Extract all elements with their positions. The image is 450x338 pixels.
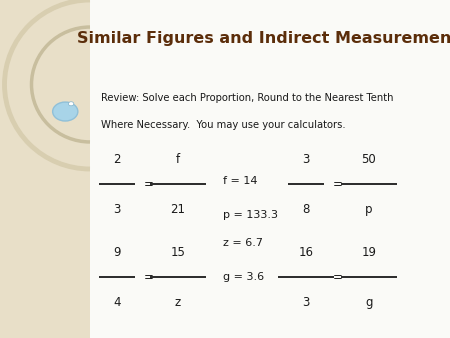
Text: 19: 19	[361, 246, 377, 259]
Circle shape	[68, 102, 74, 106]
Text: =: =	[333, 271, 342, 284]
Text: 9: 9	[113, 246, 121, 259]
Text: =: =	[144, 178, 153, 191]
Text: Similar Figures and Indirect Measurement: Similar Figures and Indirect Measurement	[76, 31, 450, 46]
Text: f: f	[176, 153, 180, 166]
Text: 8: 8	[302, 203, 310, 216]
Text: z = 6.7: z = 6.7	[223, 238, 263, 248]
Text: g: g	[365, 296, 373, 309]
Text: 50: 50	[362, 153, 376, 166]
Text: 3: 3	[302, 153, 310, 166]
Bar	[0, 0, 90, 338]
Text: =: =	[144, 271, 153, 284]
Text: 2: 2	[113, 153, 121, 166]
Text: 3: 3	[302, 296, 310, 309]
Text: =: =	[333, 178, 342, 191]
Text: 4: 4	[113, 296, 121, 309]
Text: Review: Solve each Proportion, Round to the Nearest Tenth: Review: Solve each Proportion, Round to …	[101, 93, 394, 103]
Text: z: z	[175, 296, 181, 309]
Text: 16: 16	[298, 246, 314, 259]
Text: 21: 21	[170, 203, 185, 216]
Circle shape	[53, 102, 78, 121]
Text: f = 14: f = 14	[223, 176, 257, 186]
Text: g = 3.6: g = 3.6	[223, 272, 264, 282]
Text: 15: 15	[170, 246, 185, 259]
Text: Where Necessary.  You may use your calculators.: Where Necessary. You may use your calcul…	[101, 120, 346, 130]
Text: p: p	[365, 203, 373, 216]
Text: p = 133.3: p = 133.3	[223, 210, 278, 220]
Text: 3: 3	[113, 203, 121, 216]
